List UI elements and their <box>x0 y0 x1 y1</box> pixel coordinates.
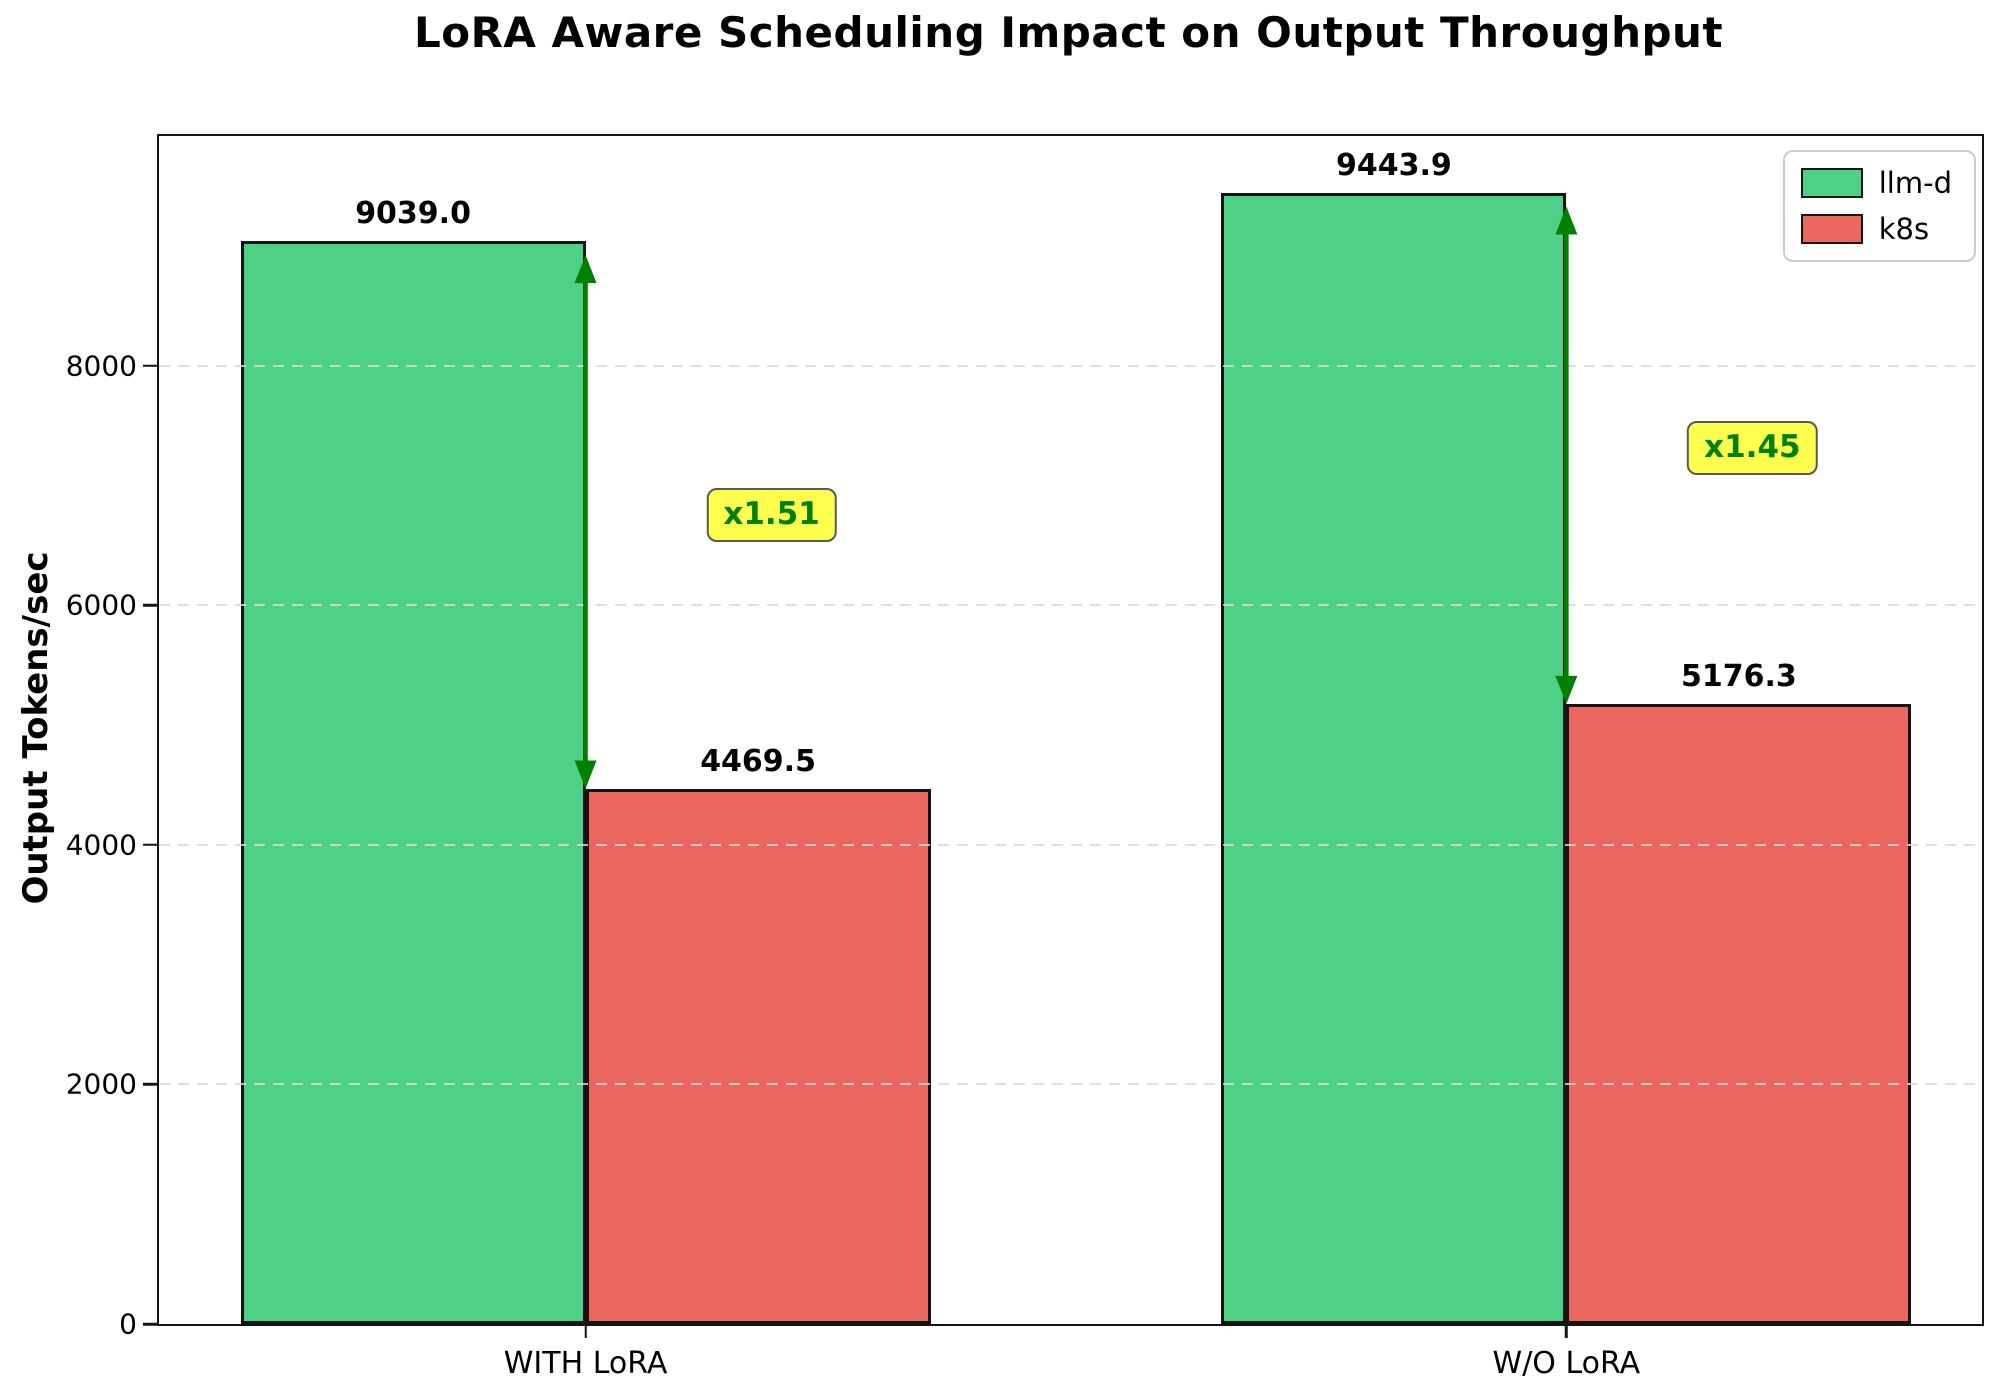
plot-area: llm-d k8s 0 2000 4000 6000 8000 9039.0 4469.5 W… <box>66 134 1984 1381</box>
legend-swatch-k8s <box>1800 214 1863 244</box>
x-tick-label-with-lora: WITH LoRA <box>503 1346 668 1381</box>
x-tick-label-w-o-lora: W/O LoRA <box>1492 1346 1641 1381</box>
y-tick-mark-2000 <box>143 1083 157 1086</box>
gridline-8000 <box>159 364 1982 367</box>
gridline-6000 <box>159 604 1982 607</box>
value-label-k8s-w-o-lora: 5176.3 <box>1680 658 1797 694</box>
gridline-2000 <box>159 1083 1982 1086</box>
y-tick-label-4000: 4000 <box>65 828 137 862</box>
speedup-badge-with-lora: x1.51 <box>706 487 837 542</box>
y-tick-label-2000: 2000 <box>65 1067 137 1101</box>
y-tick-mark-0 <box>143 1322 157 1326</box>
value-label-llm-d-with-lora: 9039.0 <box>355 196 471 232</box>
bar-k8s-w-o-lora <box>1566 703 1912 1324</box>
x-tick-mark-with-lora <box>584 1324 587 1338</box>
y-tick-mark-8000 <box>143 364 157 367</box>
bar-k8s-with-lora <box>585 788 931 1324</box>
y-tick-mark-4000 <box>143 843 157 847</box>
value-label-k8s-with-lora: 4469.5 <box>700 743 816 779</box>
legend: llm-d k8s <box>1782 150 1976 262</box>
legend-label-k8s: k8s <box>1878 212 1930 246</box>
bar-llm-d-with-lora <box>240 241 586 1324</box>
value-label-llm-d-w-o-lora: 9443.9 <box>1335 147 1452 183</box>
y-tick-label-6000: 6000 <box>65 588 137 622</box>
legend-label-llm-d: llm-d <box>1878 166 1952 200</box>
gridline-4000 <box>159 843 1982 846</box>
y-tick-mark-6000 <box>143 603 157 607</box>
legend-item-k8s: k8s <box>1800 212 1952 246</box>
legend-swatch-llm-d <box>1800 168 1863 198</box>
x-tick-mark-w-o-lora <box>1565 1324 1568 1338</box>
bar-llm-d-w-o-lora <box>1221 192 1567 1324</box>
legend-item-llm-d: llm-d <box>1800 166 1952 200</box>
y-tick-label-0: 0 <box>119 1307 137 1341</box>
speedup-badge-w-o-lora: x1.45 <box>1687 421 1818 476</box>
chart-title: LoRA Aware Scheduling Impact on Output T… <box>413 8 1724 57</box>
y-axis-label: Output Tokens/sec <box>16 551 56 905</box>
y-tick-label-8000: 8000 <box>65 349 137 383</box>
